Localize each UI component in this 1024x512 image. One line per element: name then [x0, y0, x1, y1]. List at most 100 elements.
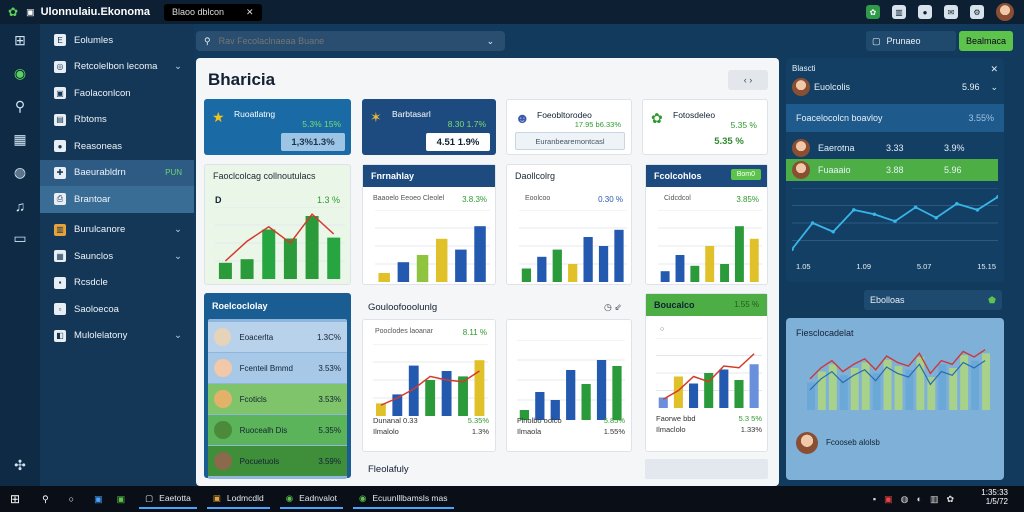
settings-icon[interactable]: ⚙: [970, 5, 984, 19]
row-name: Fuaaaio: [818, 165, 851, 175]
chart-icon[interactable]: ▦: [13, 131, 27, 147]
display-icon[interactable]: ▭: [13, 230, 27, 246]
tray-icon[interactable]: ▥: [929, 493, 939, 504]
pager-buttons[interactable]: ‹ ›: [728, 70, 768, 90]
tray-icon[interactable]: ▪: [872, 493, 877, 504]
panel-action-button[interactable]: Ebolloas ⬟: [864, 290, 1002, 310]
music-icon[interactable]: ♫: [14, 197, 26, 214]
taskbar-app-2[interactable]: ◉ Eadnvalot: [279, 489, 343, 509]
bar: [596, 360, 607, 420]
sidebar-item-1[interactable]: ◎ Retcolelbon lecoma ⌄: [40, 54, 194, 81]
bar: [581, 384, 591, 420]
tab-close-icon[interactable]: ✕: [246, 6, 254, 17]
trend-line: [809, 349, 986, 380]
app-icon: ◉: [358, 492, 367, 503]
bar: [894, 366, 903, 410]
sidebar-item-8[interactable]: ▦ Saunclos ⌄: [40, 243, 194, 270]
kpi-card-3[interactable]: ✿ Fotosdeleo 5.35 % 5.35 %: [642, 99, 768, 155]
panel-row-0[interactable]: Eaerotna 3.33 3.9%: [792, 138, 998, 158]
app-icon: ▢: [145, 492, 154, 503]
search-icon: ⚲: [204, 35, 211, 46]
app-icon[interactable]: ▣: [116, 493, 126, 504]
top-right-field[interactable]: ▢ Prunaeo: [866, 31, 956, 51]
sidebar-item-4[interactable]: ● Reasoneas: [40, 133, 194, 160]
panel-row-1[interactable]: Fuaaaio 3.88 5.96: [786, 159, 998, 181]
chevron-down-icon[interactable]: ⌄: [990, 82, 998, 92]
chevron-down-icon[interactable]: ⌄: [486, 35, 495, 46]
window-icon[interactable]: ▣: [94, 493, 103, 504]
row-value: 5.85%: [603, 416, 625, 425]
tray-icon[interactable]: ◍: [900, 493, 909, 504]
list-item[interactable]: Fcenteil Bmmd 3.53%: [208, 353, 347, 383]
chart-button[interactable]: Bom0: [730, 169, 761, 180]
list-item[interactable]: Ruocealh Dis 5.35%: [208, 415, 347, 445]
search-icon[interactable]: ⚲: [14, 98, 26, 114]
user-avatar[interactable]: [996, 3, 1014, 21]
kpi-card-1[interactable]: ✶ Barbtasarl 8.30 1.7% 4.51 1.9%: [362, 99, 496, 155]
sidebar-item-7[interactable]: ▥ Burulcanore ⌄: [40, 217, 194, 244]
sidebar-item-0[interactable]: E Eolumles: [40, 27, 194, 54]
tray-icon[interactable]: ◐: [916, 493, 922, 504]
kpi-title: Fotosdeleo: [673, 110, 716, 120]
list-item[interactable]: Eoacerlta 1.3C%: [208, 322, 347, 352]
tray-icon[interactable]: ▣: [884, 493, 893, 504]
chevron-down-icon[interactable]: ⌄: [174, 250, 182, 262]
mail-icon[interactable]: ✉: [944, 5, 958, 19]
clock[interactable]: 1:35:33 1/5/72: [981, 488, 1008, 506]
sidebar-item-label: Retcolelbon lecoma: [74, 61, 158, 73]
location-icon[interactable]: ◍: [13, 164, 27, 180]
kpi-card-2[interactable]: ☻ Foeobltorodeo 17.95 b6.33% Euranbearem…: [506, 99, 632, 155]
chevron-down-icon[interactable]: ⌄: [174, 61, 182, 73]
line-chart: [792, 188, 998, 252]
sidebar-icon: ▣: [54, 87, 66, 100]
bar: [583, 237, 593, 282]
taskbar-app-0[interactable]: ▢ Eaetotta: [139, 489, 197, 509]
sidebar-item-3[interactable]: ▤ Rbtoms: [40, 107, 194, 134]
leaf-icon[interactable]: ✿: [866, 5, 880, 19]
chart-card-6: Flnolbo oolco 5.85% Ilmaola 1.55%: [506, 319, 632, 452]
bar-line-chart: [807, 349, 990, 410]
bar: [552, 249, 562, 282]
search-icon[interactable]: ⚲: [42, 493, 49, 504]
search-bar[interactable]: ⚲ ⌄: [196, 31, 505, 51]
list-item[interactable]: Pocuetuols 3.59%: [208, 446, 347, 476]
bar-chart: [517, 340, 625, 420]
search-input[interactable]: [218, 36, 479, 46]
close-icon[interactable]: ✕: [990, 64, 998, 74]
section-tools[interactable]: ◷ ⇙: [604, 302, 622, 312]
chevron-down-icon[interactable]: ⌄: [174, 330, 182, 342]
sidebar-icon: ▦: [54, 250, 66, 263]
primary-action-button[interactable]: Bealmaca: [959, 31, 1013, 51]
tray-icon[interactable]: ✿: [946, 493, 954, 504]
sidebar-item-9[interactable]: ▪ Rcsdcle: [40, 270, 194, 297]
sidebar-icon: ✚: [54, 166, 66, 179]
sidebar-item-11[interactable]: ◧ Mulolelatony ⌄: [40, 323, 194, 350]
bar-chart: [375, 210, 490, 282]
kpi-card-0[interactable]: ★ Ruoatlatng 5.3% 15% 1,3%1.3%: [204, 99, 351, 155]
bell-icon[interactable]: ●: [918, 5, 932, 19]
bar: [982, 353, 990, 410]
bar: [734, 380, 744, 408]
active-tab[interactable]: Blaoo dblcon ✕: [163, 3, 262, 21]
apps-icon[interactable]: ✣: [14, 457, 26, 473]
task-view-icon[interactable]: ○: [68, 494, 75, 504]
sidebar-item-10[interactable]: ▫ Saoloecoa: [40, 296, 194, 323]
sidebar-item-5[interactable]: ✚ Baeurabldrn PUN: [40, 159, 194, 186]
sidebar-item-2[interactable]: ▣ Faolaconlcon: [40, 80, 194, 107]
bar-chart: [373, 344, 488, 416]
start-icon[interactable]: ⊞: [10, 492, 21, 506]
list-item[interactable]: Fcoticls 3.53%: [208, 384, 347, 414]
menu-icon[interactable]: ▣: [26, 6, 35, 17]
app-logo-icon: ✿: [8, 5, 19, 19]
list-item-name: Eoacerlta: [239, 332, 274, 342]
book-icon[interactable]: ▥: [892, 5, 906, 19]
sidebar-item-6[interactable]: ⎙ Brantoar: [40, 186, 194, 213]
sidebar-icon: ▥: [54, 223, 66, 236]
chart-label: D: [215, 195, 222, 205]
taskbar-app-3[interactable]: ◉ Ecuunlllbamsls mas: [352, 489, 454, 509]
chevron-down-icon[interactable]: ⌄: [174, 224, 182, 236]
bar: [408, 365, 419, 416]
grid-icon[interactable]: ⊞: [14, 32, 26, 48]
taskbar-app-1[interactable]: ▣ Lodmcdld: [206, 489, 270, 509]
globe-icon[interactable]: ◉: [13, 65, 27, 81]
